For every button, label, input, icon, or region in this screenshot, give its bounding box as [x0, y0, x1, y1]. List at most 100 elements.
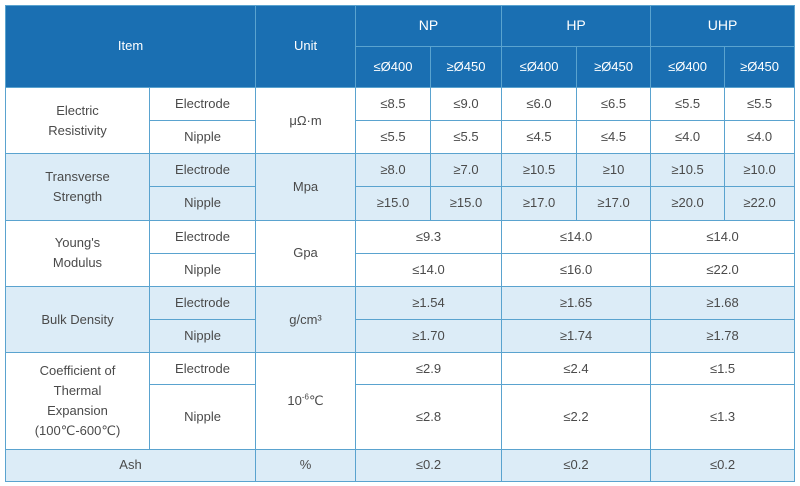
- value-cell: ≥1.54: [355, 285, 503, 321]
- header-size-uhp-large: ≥Ø450: [724, 46, 796, 88]
- value-cell: ≥10.0: [724, 153, 796, 188]
- unit-thermal-base: 10: [287, 392, 302, 408]
- label-youngs-line1: Young's: [54, 235, 101, 251]
- value-cell: ≥1.74: [501, 319, 652, 354]
- header-grade-hp: HP: [501, 5, 652, 47]
- header-grade-np: NP: [355, 5, 503, 47]
- value-cell: ≤2.4: [501, 352, 652, 386]
- label-thermal-line3: Expansion: [47, 402, 108, 418]
- unit-thermal: 10-6℃: [255, 352, 357, 450]
- label-youngs: Young's Modulus: [5, 219, 150, 287]
- sublabel-electrode: Electrode: [148, 219, 257, 254]
- sublabel-nipple: Nipple: [148, 252, 257, 287]
- sublabel-nipple: Nipple: [148, 319, 257, 354]
- label-transverse-line2: Strength: [52, 188, 103, 204]
- sublabel-electrode: Electrode: [148, 153, 257, 188]
- value-cell: ≤2.9: [355, 352, 503, 386]
- header-grade-uhp: UHP: [650, 5, 796, 47]
- row-transverse-nipple: Nipple ≥15.0 ≥15.0 ≥17.0 ≥17.0 ≥20.0 ≥22…: [6, 186, 796, 221]
- value-cell: ≤9.0: [430, 86, 503, 122]
- unit-thermal-suffix: ℃: [309, 392, 324, 408]
- row-youngs-electrode: Young's Modulus Electrode Gpa ≤9.3 ≤14.0…: [5, 219, 796, 287]
- value-cell: ≥15.0: [430, 186, 503, 221]
- value-cell: ≤1.3: [650, 384, 796, 450]
- value-cell: ≤22.0: [650, 252, 796, 287]
- value-cell: ≥1.78: [650, 319, 796, 354]
- label-resistivity: Electric Resistivity: [5, 86, 150, 155]
- spec-table: Item Unit NP HP UHP ≤Ø400 ≥Ø450 ≤Ø400 ≥Ø…: [4, 5, 796, 483]
- row-resistivity-nipple: Nipple ≤5.5 ≤5.5 ≤4.5 ≤4.5 ≤4.0 ≤4.0: [6, 120, 796, 155]
- value-cell: ≤0.2: [501, 448, 652, 483]
- row-bulk-nipple: Nipple ≥1.70 ≥1.74 ≥1.78: [6, 319, 796, 354]
- value-cell: ≤8.5: [355, 86, 432, 122]
- row-bulk-electrode: Bulk Density Electrode g/cm³ ≥1.54 ≥1.65…: [5, 285, 796, 354]
- label-resistivity-line2: Resistivity: [48, 122, 107, 138]
- unit-bulk: g/cm³: [255, 285, 357, 354]
- label-thermal: Coefficient of Thermal Expansion (100℃-6…: [5, 352, 150, 450]
- value-cell: ≤4.5: [576, 120, 652, 155]
- value-cell: ≤4.0: [724, 120, 796, 155]
- value-cell: ≤2.8: [355, 384, 503, 450]
- value-cell: ≥17.0: [501, 186, 578, 221]
- value-cell: ≥1.68: [650, 285, 796, 321]
- sublabel-nipple: Nipple: [148, 186, 257, 221]
- row-resistivity-electrode: Electric Resistivity Electrode μΩ·m ≤8.5…: [5, 86, 796, 155]
- value-cell: ≥10: [576, 153, 652, 188]
- value-cell: ≤4.0: [650, 120, 726, 155]
- label-bulk: Bulk Density: [5, 285, 150, 354]
- value-cell: ≤5.5: [724, 86, 796, 122]
- header-size-uhp-small: ≤Ø400: [650, 46, 726, 88]
- value-cell: ≤6.5: [576, 86, 652, 122]
- value-cell: ≥1.70: [355, 319, 503, 354]
- value-cell: ≥15.0: [355, 186, 432, 221]
- value-cell: ≤0.2: [355, 448, 503, 483]
- value-cell: ≤5.5: [650, 86, 726, 122]
- unit-ash: %: [255, 448, 357, 483]
- value-cell: ≤14.0: [501, 219, 652, 254]
- label-transverse: Transverse Strength: [5, 153, 150, 221]
- value-cell: ≥10.5: [650, 153, 726, 188]
- value-cell: ≥10.5: [501, 153, 578, 188]
- value-cell: ≤4.5: [501, 120, 578, 155]
- header-size-np-small: ≤Ø400: [355, 46, 432, 88]
- unit-transverse: Mpa: [255, 153, 357, 221]
- row-thermal-nipple: Nipple ≤2.8 ≤2.2 ≤1.3: [6, 384, 796, 450]
- row-ash: Ash % ≤0.2 ≤0.2 ≤0.2: [4, 448, 796, 483]
- label-thermal-line2: Thermal: [53, 382, 102, 398]
- row-transverse-electrode: Transverse Strength Electrode Mpa ≥8.0 ≥…: [5, 153, 796, 221]
- label-youngs-line2: Modulus: [52, 255, 103, 271]
- row-thermal-electrode: Coefficient of Thermal Expansion (100℃-6…: [5, 352, 796, 450]
- header-size-hp-small: ≤Ø400: [501, 46, 578, 88]
- header-size-hp-large: ≥Ø450: [576, 46, 652, 88]
- value-cell: ≥8.0: [355, 153, 432, 188]
- value-cell: ≥17.0: [576, 186, 652, 221]
- header-size-np-large: ≥Ø450: [430, 46, 503, 88]
- value-cell: ≤9.3: [355, 219, 503, 254]
- value-cell: ≤5.5: [355, 120, 432, 155]
- label-thermal-line4: (100℃-600℃): [34, 423, 121, 439]
- sublabel-electrode: Electrode: [148, 86, 257, 122]
- value-cell: ≤14.0: [650, 219, 796, 254]
- label-resistivity-line1: Electric: [56, 102, 99, 118]
- value-cell: ≤2.2: [501, 384, 652, 450]
- sublabel-nipple: Nipple: [148, 384, 257, 450]
- value-cell: ≥1.65: [501, 285, 652, 321]
- label-transverse-line1: Transverse: [45, 168, 110, 184]
- header-unit: Unit: [255, 5, 357, 88]
- label-thermal-line1: Coefficient of: [39, 362, 116, 378]
- value-cell: ≥22.0: [724, 186, 796, 221]
- value-cell: ≤14.0: [355, 252, 503, 287]
- value-cell: ≤5.5: [430, 120, 503, 155]
- value-cell: ≤6.0: [501, 86, 578, 122]
- unit-resistivity: μΩ·m: [255, 86, 357, 155]
- sublabel-nipple: Nipple: [148, 120, 257, 155]
- header-item: Item: [4, 5, 257, 88]
- value-cell: ≥7.0: [430, 153, 503, 188]
- sublabel-electrode: Electrode: [148, 285, 257, 321]
- value-cell: ≤16.0: [501, 252, 652, 287]
- value-cell: ≤1.5: [650, 352, 796, 386]
- value-cell: ≤0.2: [650, 448, 796, 483]
- unit-thermal-exp: -6: [301, 392, 309, 402]
- sublabel-electrode: Electrode: [148, 352, 257, 386]
- unit-youngs: Gpa: [255, 219, 357, 287]
